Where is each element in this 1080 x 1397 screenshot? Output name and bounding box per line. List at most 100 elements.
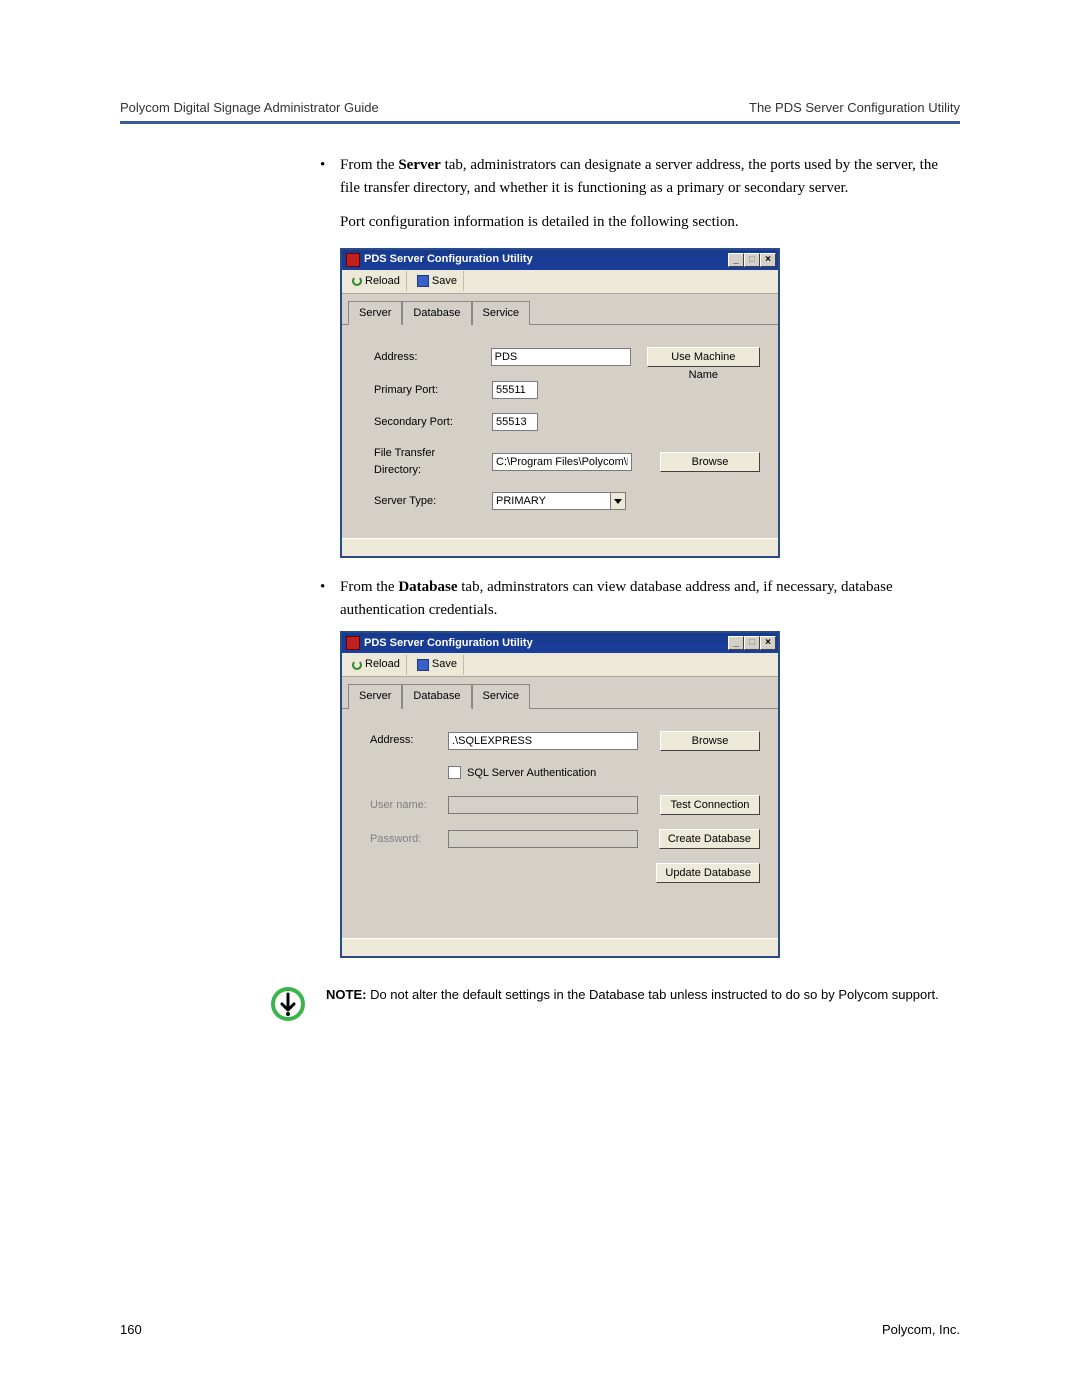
browse-button[interactable]: Browse bbox=[660, 452, 760, 472]
row-user: User name: Test Connection bbox=[370, 795, 760, 815]
tab-service[interactable]: Service bbox=[472, 301, 531, 326]
row-server-type: Server Type: bbox=[374, 492, 760, 510]
window-title: PDS Server Configuration Utility bbox=[364, 635, 728, 652]
row-address: Address: Use Machine Name bbox=[374, 347, 760, 367]
label-primary-port: Primary Port: bbox=[374, 382, 484, 399]
dialog-server: PDS Server Configuration Utility _ □ × R… bbox=[340, 248, 780, 559]
bullet-item-2: • From the Database tab, adminstrators c… bbox=[320, 576, 960, 621]
save-icon bbox=[417, 659, 429, 671]
bullet-marker: • bbox=[320, 576, 340, 621]
page-header: Polycom Digital Signage Administrator Gu… bbox=[120, 100, 960, 124]
label-pass: Password: bbox=[370, 831, 440, 848]
header-right: The PDS Server Configuration Utility bbox=[749, 100, 960, 115]
reload-label: Reload bbox=[365, 273, 400, 290]
bullet1-prefix: From the bbox=[340, 157, 398, 173]
label-db-address: Address: bbox=[370, 732, 440, 749]
tab-service[interactable]: Service bbox=[472, 684, 531, 709]
reload-icon bbox=[352, 276, 362, 286]
save-label: Save bbox=[432, 273, 457, 290]
toolbar: Reload Save bbox=[342, 270, 778, 294]
row-ftdir: File Transfer Directory: Browse bbox=[374, 445, 760, 478]
save-icon bbox=[417, 275, 429, 287]
use-machine-name-button[interactable]: Use Machine Name bbox=[647, 347, 760, 367]
note-block: NOTE: Do not alter the default settings … bbox=[120, 986, 960, 1022]
reload-label: Reload bbox=[365, 656, 400, 673]
row-update: Update Database bbox=[370, 863, 760, 883]
row-secondary-port: Secondary Port: bbox=[374, 413, 760, 431]
input-primary-port[interactable] bbox=[492, 381, 538, 399]
chevron-down-icon[interactable] bbox=[610, 492, 626, 510]
note-bold: NOTE: bbox=[326, 987, 366, 1002]
bullet2-prefix: From the bbox=[340, 579, 398, 595]
reload-icon bbox=[352, 660, 362, 670]
update-database-button[interactable]: Update Database bbox=[656, 863, 760, 883]
label-sql-auth: SQL Server Authentication bbox=[467, 765, 596, 782]
bullet1-bold: Server bbox=[398, 157, 440, 173]
close-button[interactable]: × bbox=[760, 253, 776, 267]
reload-button[interactable]: Reload bbox=[346, 655, 407, 675]
window-title: PDS Server Configuration Utility bbox=[364, 251, 728, 268]
dialog-database: PDS Server Configuration Utility _ □ × R… bbox=[340, 631, 780, 958]
toolbar: Reload Save bbox=[342, 653, 778, 677]
body-content: • From the Server tab, administrators ca… bbox=[320, 154, 960, 958]
label-secondary-port: Secondary Port: bbox=[374, 414, 484, 431]
bullet2-bold: Database bbox=[398, 579, 457, 595]
document-page: Polycom Digital Signage Administrator Gu… bbox=[0, 0, 1080, 1397]
paragraph-1: Port configuration information is detail… bbox=[340, 211, 960, 234]
row-db-address: Address: Browse bbox=[370, 731, 760, 751]
row-pass: Password: Create Database bbox=[370, 829, 760, 849]
bullet-marker: • bbox=[320, 154, 340, 199]
input-ftdir[interactable] bbox=[492, 453, 632, 471]
app-icon bbox=[346, 636, 360, 650]
test-connection-button[interactable]: Test Connection bbox=[660, 795, 760, 815]
note-icon bbox=[270, 986, 306, 1022]
window-buttons: _ □ × bbox=[728, 253, 776, 267]
save-label: Save bbox=[432, 656, 457, 673]
bullet-item-1: • From the Server tab, administrators ca… bbox=[320, 154, 960, 199]
input-address[interactable] bbox=[491, 348, 631, 366]
save-button[interactable]: Save bbox=[411, 271, 464, 291]
bullet-text: From the Database tab, adminstrators can… bbox=[340, 576, 960, 621]
maximize-button[interactable]: □ bbox=[744, 636, 760, 650]
label-user: User name: bbox=[370, 797, 440, 814]
save-button[interactable]: Save bbox=[411, 655, 464, 675]
label-ftdir: File Transfer Directory: bbox=[374, 445, 484, 478]
minimize-button[interactable]: _ bbox=[728, 636, 744, 650]
page-number: 160 bbox=[120, 1322, 142, 1337]
minimize-button[interactable]: _ bbox=[728, 253, 744, 267]
tab-database[interactable]: Database bbox=[402, 684, 471, 709]
label-address: Address: bbox=[374, 349, 483, 366]
tab-server[interactable]: Server bbox=[348, 301, 402, 326]
input-secondary-port[interactable] bbox=[492, 413, 538, 431]
page-footer: 160 Polycom, Inc. bbox=[120, 1322, 960, 1337]
select-server-type-value[interactable] bbox=[492, 492, 610, 510]
tabstrip: Server Database Service bbox=[342, 294, 778, 325]
tab-server[interactable]: Server bbox=[348, 684, 402, 709]
statusbar bbox=[342, 538, 778, 556]
label-server-type: Server Type: bbox=[374, 493, 484, 510]
checkbox-sql-auth[interactable] bbox=[448, 766, 461, 779]
select-server-type[interactable] bbox=[492, 492, 626, 510]
statusbar bbox=[342, 938, 778, 956]
header-left: Polycom Digital Signage Administrator Gu… bbox=[120, 100, 379, 115]
close-button[interactable]: × bbox=[760, 636, 776, 650]
bullet-text: From the Server tab, administrators can … bbox=[340, 154, 960, 199]
panel-server: Address: Use Machine Name Primary Port: … bbox=[342, 324, 778, 538]
maximize-button[interactable]: □ bbox=[744, 253, 760, 267]
window-buttons: _ □ × bbox=[728, 636, 776, 650]
create-database-button[interactable]: Create Database bbox=[659, 829, 760, 849]
note-text: NOTE: Do not alter the default settings … bbox=[326, 986, 960, 1004]
titlebar: PDS Server Configuration Utility _ □ × bbox=[342, 633, 778, 653]
reload-button[interactable]: Reload bbox=[346, 271, 407, 291]
input-db-address[interactable] bbox=[448, 732, 638, 750]
app-icon bbox=[346, 253, 360, 267]
row-sql-auth: SQL Server Authentication bbox=[448, 765, 760, 782]
input-pass bbox=[448, 830, 638, 848]
note-body: Do not alter the default settings in the… bbox=[366, 987, 938, 1002]
titlebar: PDS Server Configuration Utility _ □ × bbox=[342, 250, 778, 270]
panel-database: Address: Browse SQL Server Authenticatio… bbox=[342, 708, 778, 938]
footer-company: Polycom, Inc. bbox=[882, 1322, 960, 1337]
tab-database[interactable]: Database bbox=[402, 301, 471, 326]
db-browse-button[interactable]: Browse bbox=[660, 731, 760, 751]
tabstrip: Server Database Service bbox=[342, 677, 778, 708]
